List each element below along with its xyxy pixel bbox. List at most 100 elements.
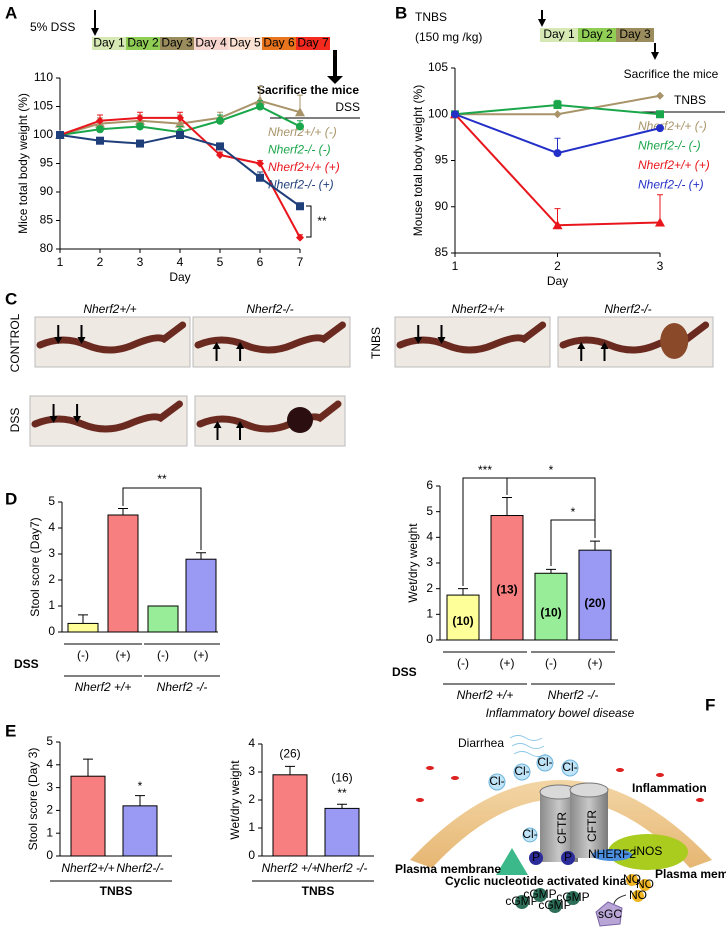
- y-tick-label: 2: [46, 803, 53, 817]
- photo-arrow-head: [437, 337, 446, 344]
- x-tick-label: 7: [297, 255, 304, 269]
- photo-arrow-head: [49, 416, 58, 423]
- inflammation-cells: [416, 766, 704, 802]
- cgmp-dot: [533, 888, 547, 902]
- panel-letter: F: [705, 695, 715, 714]
- timeline-day: [228, 37, 262, 50]
- colon: [31, 400, 183, 433]
- colon: [194, 321, 346, 354]
- x-tick-label: (-): [77, 648, 89, 662]
- error-bar: [590, 540, 600, 551]
- timeline-day-label: Day 2: [581, 27, 613, 41]
- diagram-title: Inflammatory bowel disease: [486, 706, 635, 720]
- x-tick-label: Nherf2-/-: [116, 861, 163, 875]
- significance-bracket: [306, 205, 312, 238]
- timeline-end-label: Sacrifice the mice: [624, 67, 719, 81]
- y-tick-label: 105: [33, 99, 53, 113]
- marker: [136, 113, 144, 122]
- n-label: (16): [331, 770, 352, 784]
- timeline-day: [194, 37, 228, 50]
- significance-bracket: [507, 477, 596, 538]
- y-tick-label: 1: [248, 820, 255, 834]
- x-axis-label: Day: [169, 270, 190, 284]
- photo-row-label: TNBS: [369, 327, 383, 359]
- label: P: [564, 850, 572, 864]
- marker: [553, 110, 562, 119]
- x-tick-label: 5: [217, 255, 224, 269]
- error-bar: [78, 614, 88, 624]
- label: sGC: [598, 907, 622, 921]
- y-tick-label: 2: [248, 792, 255, 806]
- bar: [534, 572, 568, 641]
- ion: [522, 827, 538, 843]
- timeline-day: [92, 37, 126, 50]
- label: cGMP: [505, 894, 538, 908]
- photo-arrow-head: [600, 342, 609, 349]
- x-tick-label: (-): [457, 656, 469, 670]
- y-axis-label: Mice total body weight (%): [16, 93, 30, 234]
- y-tick-label: 100: [33, 127, 53, 141]
- marker: [296, 233, 304, 242]
- photo-arrow-head: [577, 342, 586, 349]
- diagram: Inflammatory bowel disease Diarrhea Cl- …: [395, 706, 726, 927]
- cgmp-dot: [548, 899, 562, 913]
- significance: *: [571, 505, 576, 519]
- error-bar: [546, 568, 556, 574]
- y-tick-label: 3: [426, 555, 433, 569]
- y-tick-label: 5: [48, 494, 55, 508]
- timeline-label: 5% DSS: [30, 20, 75, 34]
- timeline-day-label: Day 7: [297, 36, 329, 50]
- group-label: Nherf2 +/+: [457, 688, 514, 702]
- timeline-day: [262, 37, 296, 50]
- photo-arrow-head: [236, 342, 245, 349]
- marker: [136, 122, 144, 131]
- marker: [295, 107, 305, 117]
- bar: [490, 515, 524, 641]
- photo-row-label: CONTROL: [8, 313, 22, 372]
- x-tick-label: 2: [554, 259, 561, 273]
- bar: [147, 605, 179, 633]
- marker: [96, 116, 104, 125]
- x-tick-label: 6: [257, 255, 264, 269]
- legend-entry: Nherf2-/- (+): [268, 178, 334, 192]
- y-tick-label: 1: [48, 598, 55, 612]
- y-axis-label: Wet/dry weight: [406, 523, 420, 603]
- y-axis-label: Stool score (Day7): [28, 517, 42, 616]
- y-tick-label: 80: [40, 241, 54, 255]
- y-tick-label: 100: [428, 106, 448, 120]
- timeline-day-label: Day 2: [127, 36, 159, 50]
- phospho: [561, 851, 575, 865]
- n-label: (10): [540, 605, 561, 619]
- ion-label: Cl-: [522, 827, 537, 841]
- marker: [256, 159, 264, 168]
- ion: [488, 773, 506, 791]
- photos: Nherf2+/+ Nherf2-/- Nherf2+/+ Nherf2-/- …: [8, 302, 714, 447]
- membrane-band: [410, 780, 712, 868]
- error-bar: [196, 552, 206, 560]
- bar: [324, 807, 360, 857]
- group-label: Nherf2 -/-: [548, 688, 599, 702]
- arrow-head: [538, 19, 546, 27]
- timeline-day: [540, 28, 578, 42]
- y-tick-label: 95: [40, 156, 54, 170]
- x-tick-label: Nherf2 +/+: [262, 861, 319, 875]
- y-tick-label: 0: [46, 848, 53, 862]
- marker: [216, 142, 224, 151]
- y-axis-label: Mouse total body weight (%): [411, 85, 425, 236]
- x-tick-label: (+): [500, 656, 515, 670]
- bar: [578, 549, 612, 641]
- marker: [176, 113, 184, 122]
- error-bar: [337, 803, 347, 809]
- marker: [216, 150, 224, 159]
- nherf2: [592, 849, 632, 861]
- label: Diarrhea: [458, 736, 504, 750]
- marker: [296, 122, 304, 131]
- no-dot: [639, 879, 651, 891]
- y-tick-label: 1: [46, 825, 53, 839]
- cell: [426, 766, 434, 770]
- colon: [396, 321, 547, 354]
- marker: [136, 139, 144, 148]
- label: NO: [629, 888, 647, 902]
- significance-bracket: [122, 487, 202, 550]
- marker: [656, 124, 664, 133]
